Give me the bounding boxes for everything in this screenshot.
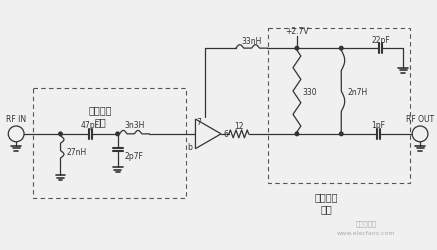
Circle shape xyxy=(59,132,62,136)
Text: 输出匹配: 输出匹配 xyxy=(315,191,338,201)
Text: 6: 6 xyxy=(223,130,228,139)
Text: 电子发烧友: 电子发烧友 xyxy=(355,219,377,226)
Text: 2p7F: 2p7F xyxy=(125,152,143,160)
Text: 33nH: 33nH xyxy=(241,37,262,46)
Bar xyxy=(33,88,186,198)
Circle shape xyxy=(295,132,299,136)
Text: 27nH: 27nH xyxy=(66,148,87,156)
Bar xyxy=(268,29,410,184)
Circle shape xyxy=(295,47,299,51)
Text: b: b xyxy=(187,142,193,152)
Text: 网络: 网络 xyxy=(321,203,333,213)
Text: RF OUT: RF OUT xyxy=(406,114,434,123)
Text: 输入匹配: 输入匹配 xyxy=(88,105,111,115)
Text: 22pF: 22pF xyxy=(371,36,390,44)
Text: +2.7V: +2.7V xyxy=(285,27,309,36)
Text: 7: 7 xyxy=(197,117,201,126)
Text: 330: 330 xyxy=(303,87,317,96)
Circle shape xyxy=(340,47,343,51)
Text: 1pF: 1pF xyxy=(372,121,386,130)
Circle shape xyxy=(340,132,343,136)
Text: 2n7H: 2n7H xyxy=(347,87,368,96)
Circle shape xyxy=(116,132,119,136)
Text: 47pF: 47pF xyxy=(80,121,100,130)
Text: 12: 12 xyxy=(234,122,243,131)
Text: 3n3H: 3n3H xyxy=(124,121,145,130)
Text: www.elecfans.com: www.elecfans.com xyxy=(336,230,395,235)
Text: RF IN: RF IN xyxy=(6,114,26,123)
Text: 网络: 网络 xyxy=(94,116,106,126)
